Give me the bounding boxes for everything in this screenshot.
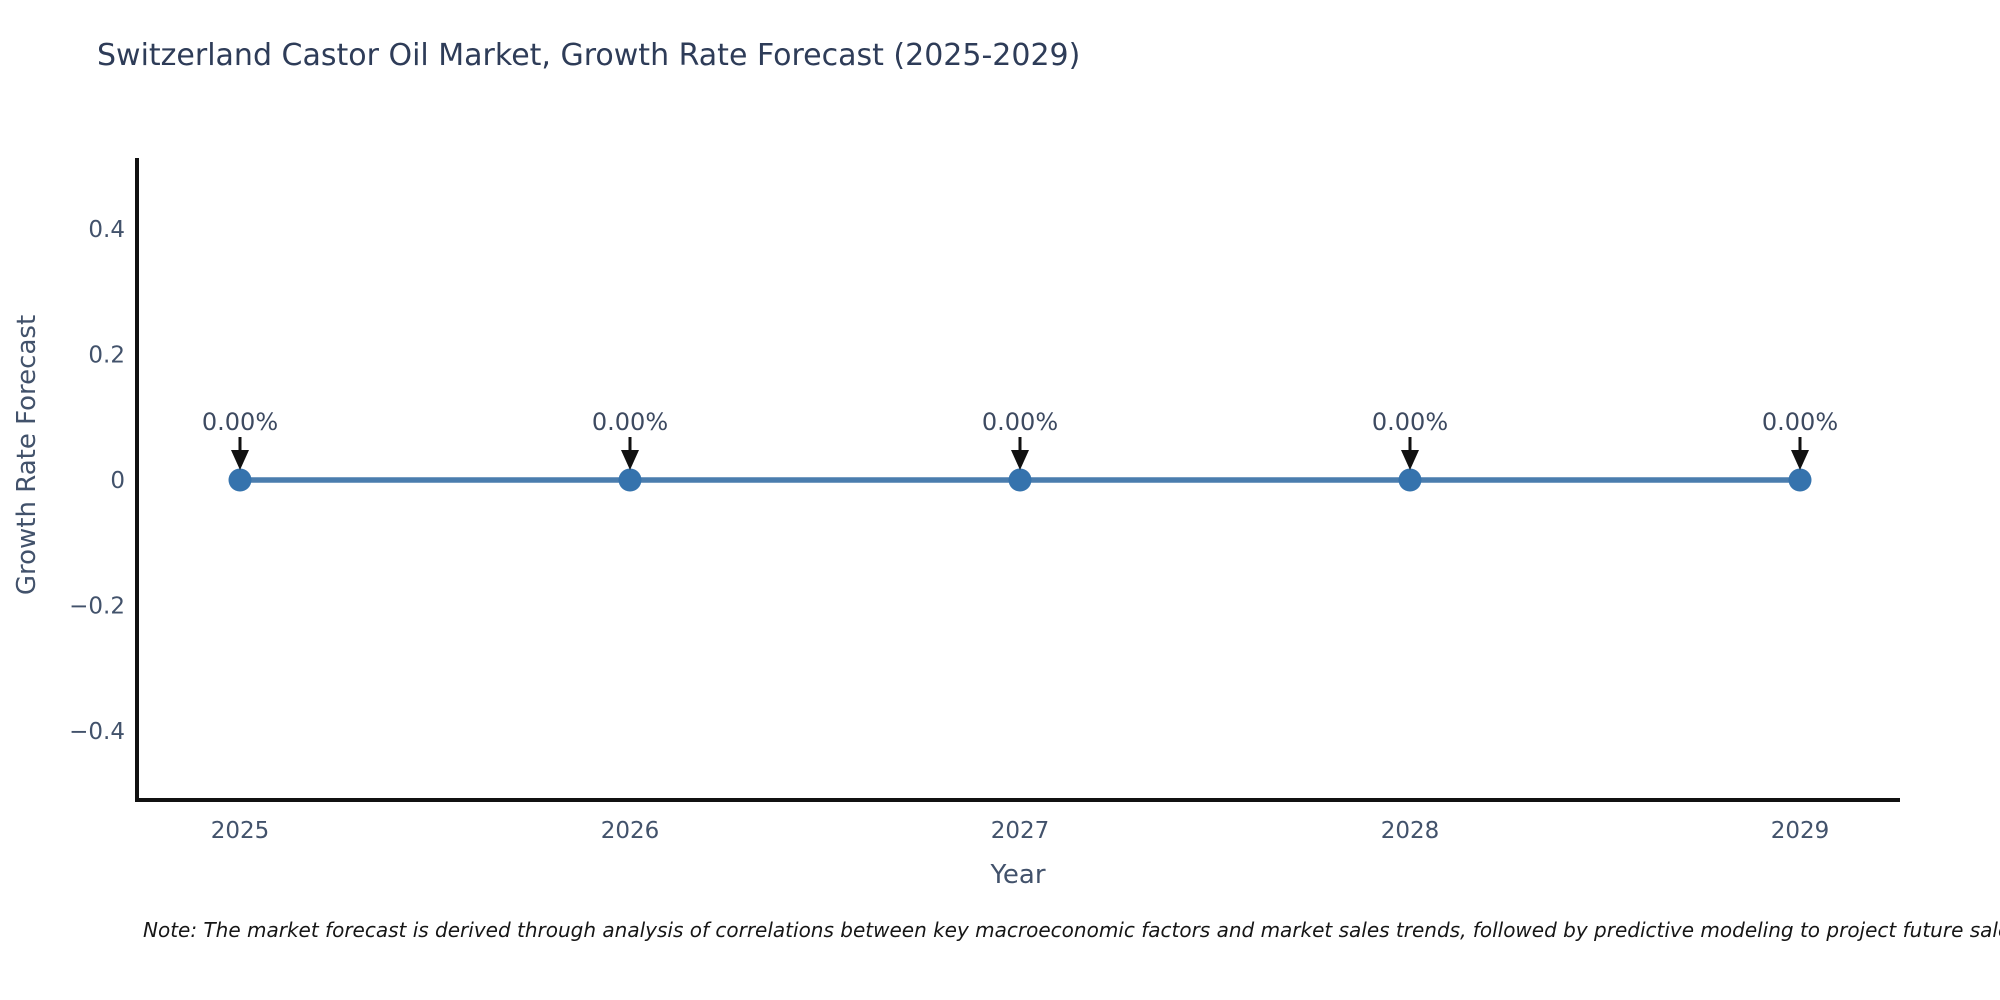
- y-tick-label: 0: [110, 468, 125, 494]
- x-tick-label: 2026: [601, 818, 660, 844]
- annotation-arrowhead: [1011, 450, 1029, 470]
- annotation-label: 0.00%: [202, 408, 278, 436]
- annotation-label: 0.00%: [1372, 408, 1448, 436]
- data-point: [1398, 468, 1422, 492]
- y-tick-label: 0.2: [88, 343, 125, 369]
- x-tick-label: 2028: [1381, 818, 1440, 844]
- data-point: [1788, 468, 1812, 492]
- x-axis-title: Year: [990, 860, 1046, 890]
- data-point: [228, 468, 252, 492]
- data-point: [1008, 468, 1032, 492]
- annotation-arrowhead: [231, 450, 249, 470]
- annotation-arrowhead: [1791, 450, 1809, 470]
- x-tick-label: 2025: [211, 818, 270, 844]
- annotation-arrowhead: [621, 450, 639, 470]
- y-tick-label: −0.2: [69, 594, 125, 620]
- y-tick-label: −0.4: [69, 719, 125, 745]
- annotation-arrowhead: [1401, 450, 1419, 470]
- footnote: Note: The market forecast is derived thr…: [143, 918, 2000, 942]
- x-tick-label: 2027: [991, 818, 1050, 844]
- y-tick-label: 0.4: [88, 217, 125, 243]
- annotation-label: 0.00%: [982, 408, 1058, 436]
- x-tick-label: 2029: [1771, 818, 1830, 844]
- annotation-label: 0.00%: [1762, 408, 1838, 436]
- annotation-label: 0.00%: [592, 408, 668, 436]
- chart-title: Switzerland Castor Oil Market, Growth Ra…: [97, 38, 1081, 73]
- data-point: [618, 468, 642, 492]
